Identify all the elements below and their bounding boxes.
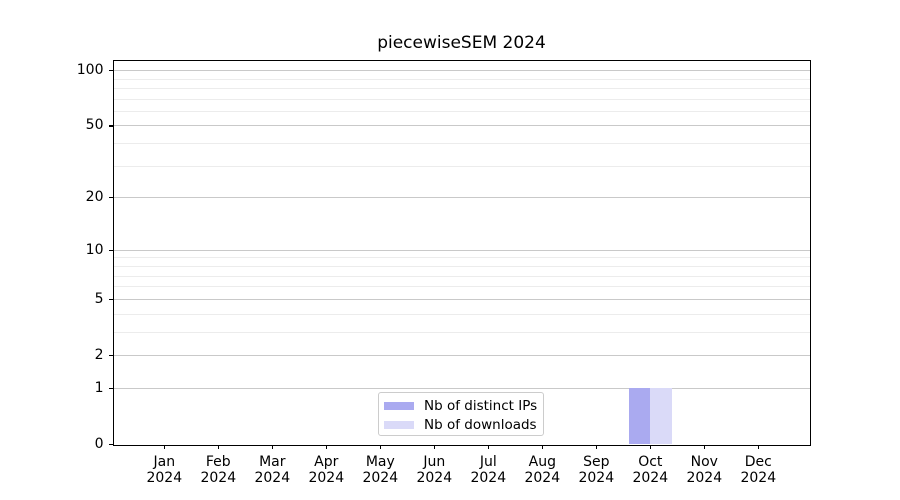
x-tick xyxy=(649,444,651,449)
x-tick xyxy=(379,444,381,449)
x-tick xyxy=(217,444,219,449)
gridline-minor xyxy=(113,313,810,315)
x-tick-month: Oct xyxy=(638,453,663,470)
gridline-major xyxy=(113,197,810,199)
x-tick-label: Oct 2024 xyxy=(620,454,680,486)
y-tick xyxy=(108,69,114,72)
legend-swatch-downloads xyxy=(384,420,414,429)
gridline-major xyxy=(113,125,810,127)
x-tick xyxy=(595,444,597,449)
x-tick-month: Jun xyxy=(423,453,446,470)
legend-entry-distinct-ips: Nb of distinct IPs xyxy=(379,396,543,415)
x-tick xyxy=(487,444,489,449)
x-tick-year: 2024 xyxy=(200,469,237,486)
y-tick-label: 50 xyxy=(85,117,104,134)
x-tick-month: Nov xyxy=(690,453,718,470)
x-tick xyxy=(541,444,543,449)
bar-distinct-ips xyxy=(628,388,651,445)
x-tick-month: May xyxy=(365,453,395,470)
x-tick-month: Feb xyxy=(205,453,231,470)
gridline-major xyxy=(113,354,810,356)
x-tick-label: Apr 2024 xyxy=(296,454,356,486)
x-tick-year: 2024 xyxy=(416,469,453,486)
x-tick-label: Sep 2024 xyxy=(566,454,626,486)
legend-swatch-distinct-ips xyxy=(384,401,414,410)
x-tick-label: Aug 2024 xyxy=(512,454,572,486)
gridline-minor xyxy=(113,165,810,167)
x-tick-year: 2024 xyxy=(308,469,345,486)
y-tick-label: 10 xyxy=(85,241,104,258)
x-tick-label: Jul 2024 xyxy=(458,454,518,486)
legend-entry-downloads: Nb of downloads xyxy=(379,415,543,434)
gridline-major xyxy=(113,298,810,300)
x-tick-month: Apr xyxy=(314,453,339,470)
gridline-minor xyxy=(113,87,810,89)
gridline-major xyxy=(113,387,810,389)
bar-downloads xyxy=(650,388,672,445)
x-tick-label: Mar 2024 xyxy=(242,454,302,486)
y-tick xyxy=(108,298,114,300)
chart-title: piecewiseSEM 2024 xyxy=(377,33,546,53)
x-tick-label: Dec 2024 xyxy=(728,454,788,486)
gridline-minor xyxy=(113,286,810,288)
y-tick-label: 20 xyxy=(85,189,104,206)
x-tick xyxy=(757,444,759,449)
x-tick-year: 2024 xyxy=(470,469,507,486)
x-tick-label: Jan 2024 xyxy=(134,454,194,486)
y-tick-label: 2 xyxy=(94,346,104,363)
x-tick-year: 2024 xyxy=(362,469,399,486)
gridline-minor xyxy=(113,110,810,112)
y-tick xyxy=(108,443,114,446)
x-tick-year: 2024 xyxy=(740,469,777,486)
x-tick-month: Sep xyxy=(583,453,610,470)
x-tick-month: Aug xyxy=(528,453,556,470)
x-tick-year: 2024 xyxy=(146,469,183,486)
x-tick-month: Jul xyxy=(479,453,497,470)
x-tick-month: Dec xyxy=(744,453,772,470)
legend-label-distinct-ips: Nb of distinct IPs xyxy=(424,397,538,414)
x-tick-year: 2024 xyxy=(686,469,723,486)
y-tick xyxy=(108,197,114,199)
y-tick xyxy=(108,125,114,127)
x-tick-label: Feb 2024 xyxy=(188,454,248,486)
gridline-minor xyxy=(113,143,810,145)
x-tick xyxy=(703,444,705,449)
y-tick xyxy=(108,354,114,357)
x-tick xyxy=(433,444,435,449)
x-tick-month: Jan xyxy=(153,453,176,470)
x-tick-month: Mar xyxy=(259,453,286,470)
plot-area: 0 1 2 5 10 20 50 100 Jan 2024 Feb 2024 Mar 2024 Apr 202… xyxy=(77,59,811,486)
gridline-major xyxy=(113,249,810,251)
y-tick-label: 100 xyxy=(76,62,104,79)
gridline-minor xyxy=(113,265,810,267)
gridline-minor xyxy=(113,275,810,277)
gridline-major xyxy=(113,70,810,72)
x-tick xyxy=(271,444,273,449)
gridline-minor xyxy=(113,257,810,259)
x-tick-year: 2024 xyxy=(632,469,669,486)
x-tick-label: May 2024 xyxy=(350,454,410,486)
x-tick-year: 2024 xyxy=(578,469,615,486)
x-tick xyxy=(325,444,327,449)
x-tick-year: 2024 xyxy=(524,469,561,486)
y-tick-label: 5 xyxy=(94,290,104,307)
gridline-minor xyxy=(113,98,810,100)
x-tick-year: 2024 xyxy=(254,469,291,486)
y-tick-label: 1 xyxy=(94,379,104,396)
gridline-minor xyxy=(113,78,810,80)
y-tick-label: 0 xyxy=(94,436,104,452)
legend-label-downloads: Nb of downloads xyxy=(424,416,537,433)
x-tick-label: Nov 2024 xyxy=(674,454,734,486)
x-tick xyxy=(163,444,165,449)
x-tick-label: Jun 2024 xyxy=(404,454,464,486)
y-tick xyxy=(108,387,114,389)
legend: Nb of distinct IPs Nb of downloads xyxy=(378,392,544,436)
gridline-minor xyxy=(113,331,810,333)
y-tick xyxy=(108,249,114,251)
